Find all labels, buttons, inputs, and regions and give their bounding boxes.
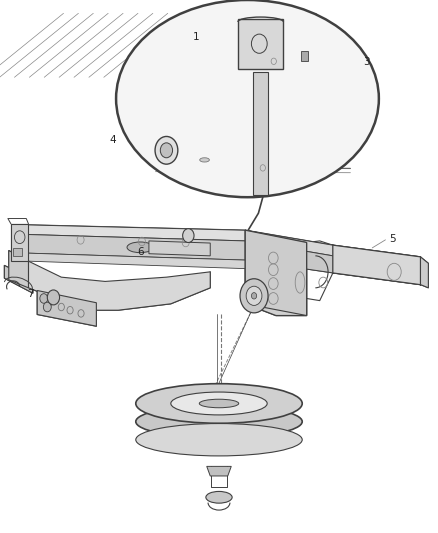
Circle shape bbox=[251, 293, 257, 299]
Polygon shape bbox=[28, 253, 245, 269]
Text: 3: 3 bbox=[364, 57, 370, 67]
Polygon shape bbox=[245, 230, 307, 316]
Polygon shape bbox=[253, 72, 268, 195]
Ellipse shape bbox=[200, 158, 209, 162]
Ellipse shape bbox=[136, 405, 302, 438]
Polygon shape bbox=[28, 235, 245, 260]
Polygon shape bbox=[245, 241, 333, 273]
Polygon shape bbox=[245, 230, 307, 316]
Polygon shape bbox=[333, 245, 420, 285]
Polygon shape bbox=[301, 51, 308, 61]
Polygon shape bbox=[9, 251, 28, 288]
Text: 4: 4 bbox=[110, 135, 116, 144]
Polygon shape bbox=[37, 290, 96, 326]
Circle shape bbox=[43, 302, 51, 312]
Polygon shape bbox=[207, 466, 231, 476]
Polygon shape bbox=[28, 225, 245, 241]
Text: 5: 5 bbox=[389, 234, 396, 244]
Text: 1: 1 bbox=[193, 33, 199, 42]
Polygon shape bbox=[11, 224, 28, 261]
Circle shape bbox=[47, 290, 60, 305]
Ellipse shape bbox=[171, 392, 267, 415]
Polygon shape bbox=[245, 230, 333, 256]
Circle shape bbox=[155, 136, 178, 164]
Polygon shape bbox=[249, 289, 258, 300]
Ellipse shape bbox=[199, 399, 239, 408]
Circle shape bbox=[40, 294, 48, 303]
Polygon shape bbox=[420, 257, 428, 288]
Ellipse shape bbox=[116, 0, 379, 197]
Circle shape bbox=[246, 286, 262, 305]
Polygon shape bbox=[149, 241, 210, 256]
Ellipse shape bbox=[206, 491, 232, 503]
Text: 6: 6 bbox=[137, 247, 144, 256]
Text: 7: 7 bbox=[28, 289, 34, 299]
Ellipse shape bbox=[136, 384, 302, 423]
Ellipse shape bbox=[127, 242, 153, 253]
Polygon shape bbox=[13, 248, 22, 256]
Circle shape bbox=[160, 143, 173, 158]
Polygon shape bbox=[28, 261, 210, 310]
Polygon shape bbox=[4, 265, 33, 293]
Circle shape bbox=[240, 279, 268, 313]
Circle shape bbox=[183, 229, 194, 243]
Polygon shape bbox=[238, 19, 283, 69]
Ellipse shape bbox=[136, 424, 302, 456]
